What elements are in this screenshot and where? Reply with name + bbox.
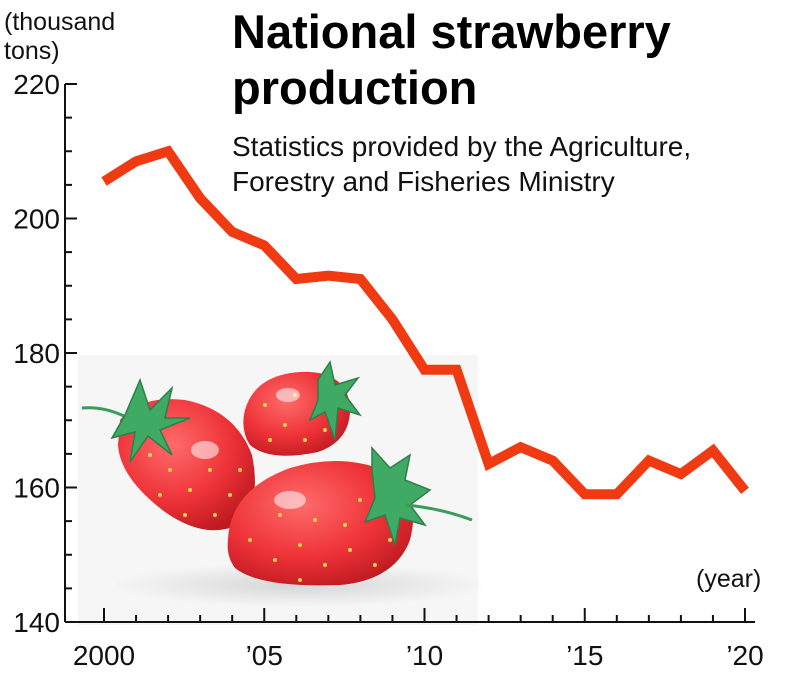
strawberry-icon [243, 360, 363, 456]
chart-subtitle: Statistics provided by the Agriculture, … [232, 129, 691, 199]
y-unit-line2: tons) [4, 37, 60, 65]
strawberry-illustration [81, 360, 490, 607]
x-tick-label: ’15 [566, 640, 603, 671]
chart-title-line1: National strawberry [232, 5, 671, 58]
y-unit-line1: (thousand [4, 8, 116, 36]
x-tick-label: ’10 [406, 640, 443, 671]
strawberry-icon [81, 377, 255, 531]
title-block: National strawberry production Statistic… [232, 4, 691, 199]
y-tick-label: 180 [13, 338, 60, 369]
subtitle-line2: Forestry and Fisheries Ministry [232, 166, 615, 197]
y-tick-label: 140 [13, 607, 60, 638]
strawberry-icon [227, 446, 473, 586]
y-tick-label: 200 [13, 204, 60, 235]
y-tick-label: 220 [13, 69, 60, 100]
production-line [101, 145, 749, 500]
x-tick-label: 2000 [73, 640, 135, 671]
x-tick-label: ’20 [726, 640, 763, 671]
chart-title-line2: production [232, 61, 478, 114]
subtitle-line1: Statistics provided by the Agriculture, [232, 131, 692, 162]
x-axis-unit: (year) [696, 565, 762, 593]
y-tick-label: 160 [13, 473, 60, 504]
y-axis-unit: (thousand tons) [4, 8, 115, 66]
x-tick-label: ’05 [246, 640, 283, 671]
